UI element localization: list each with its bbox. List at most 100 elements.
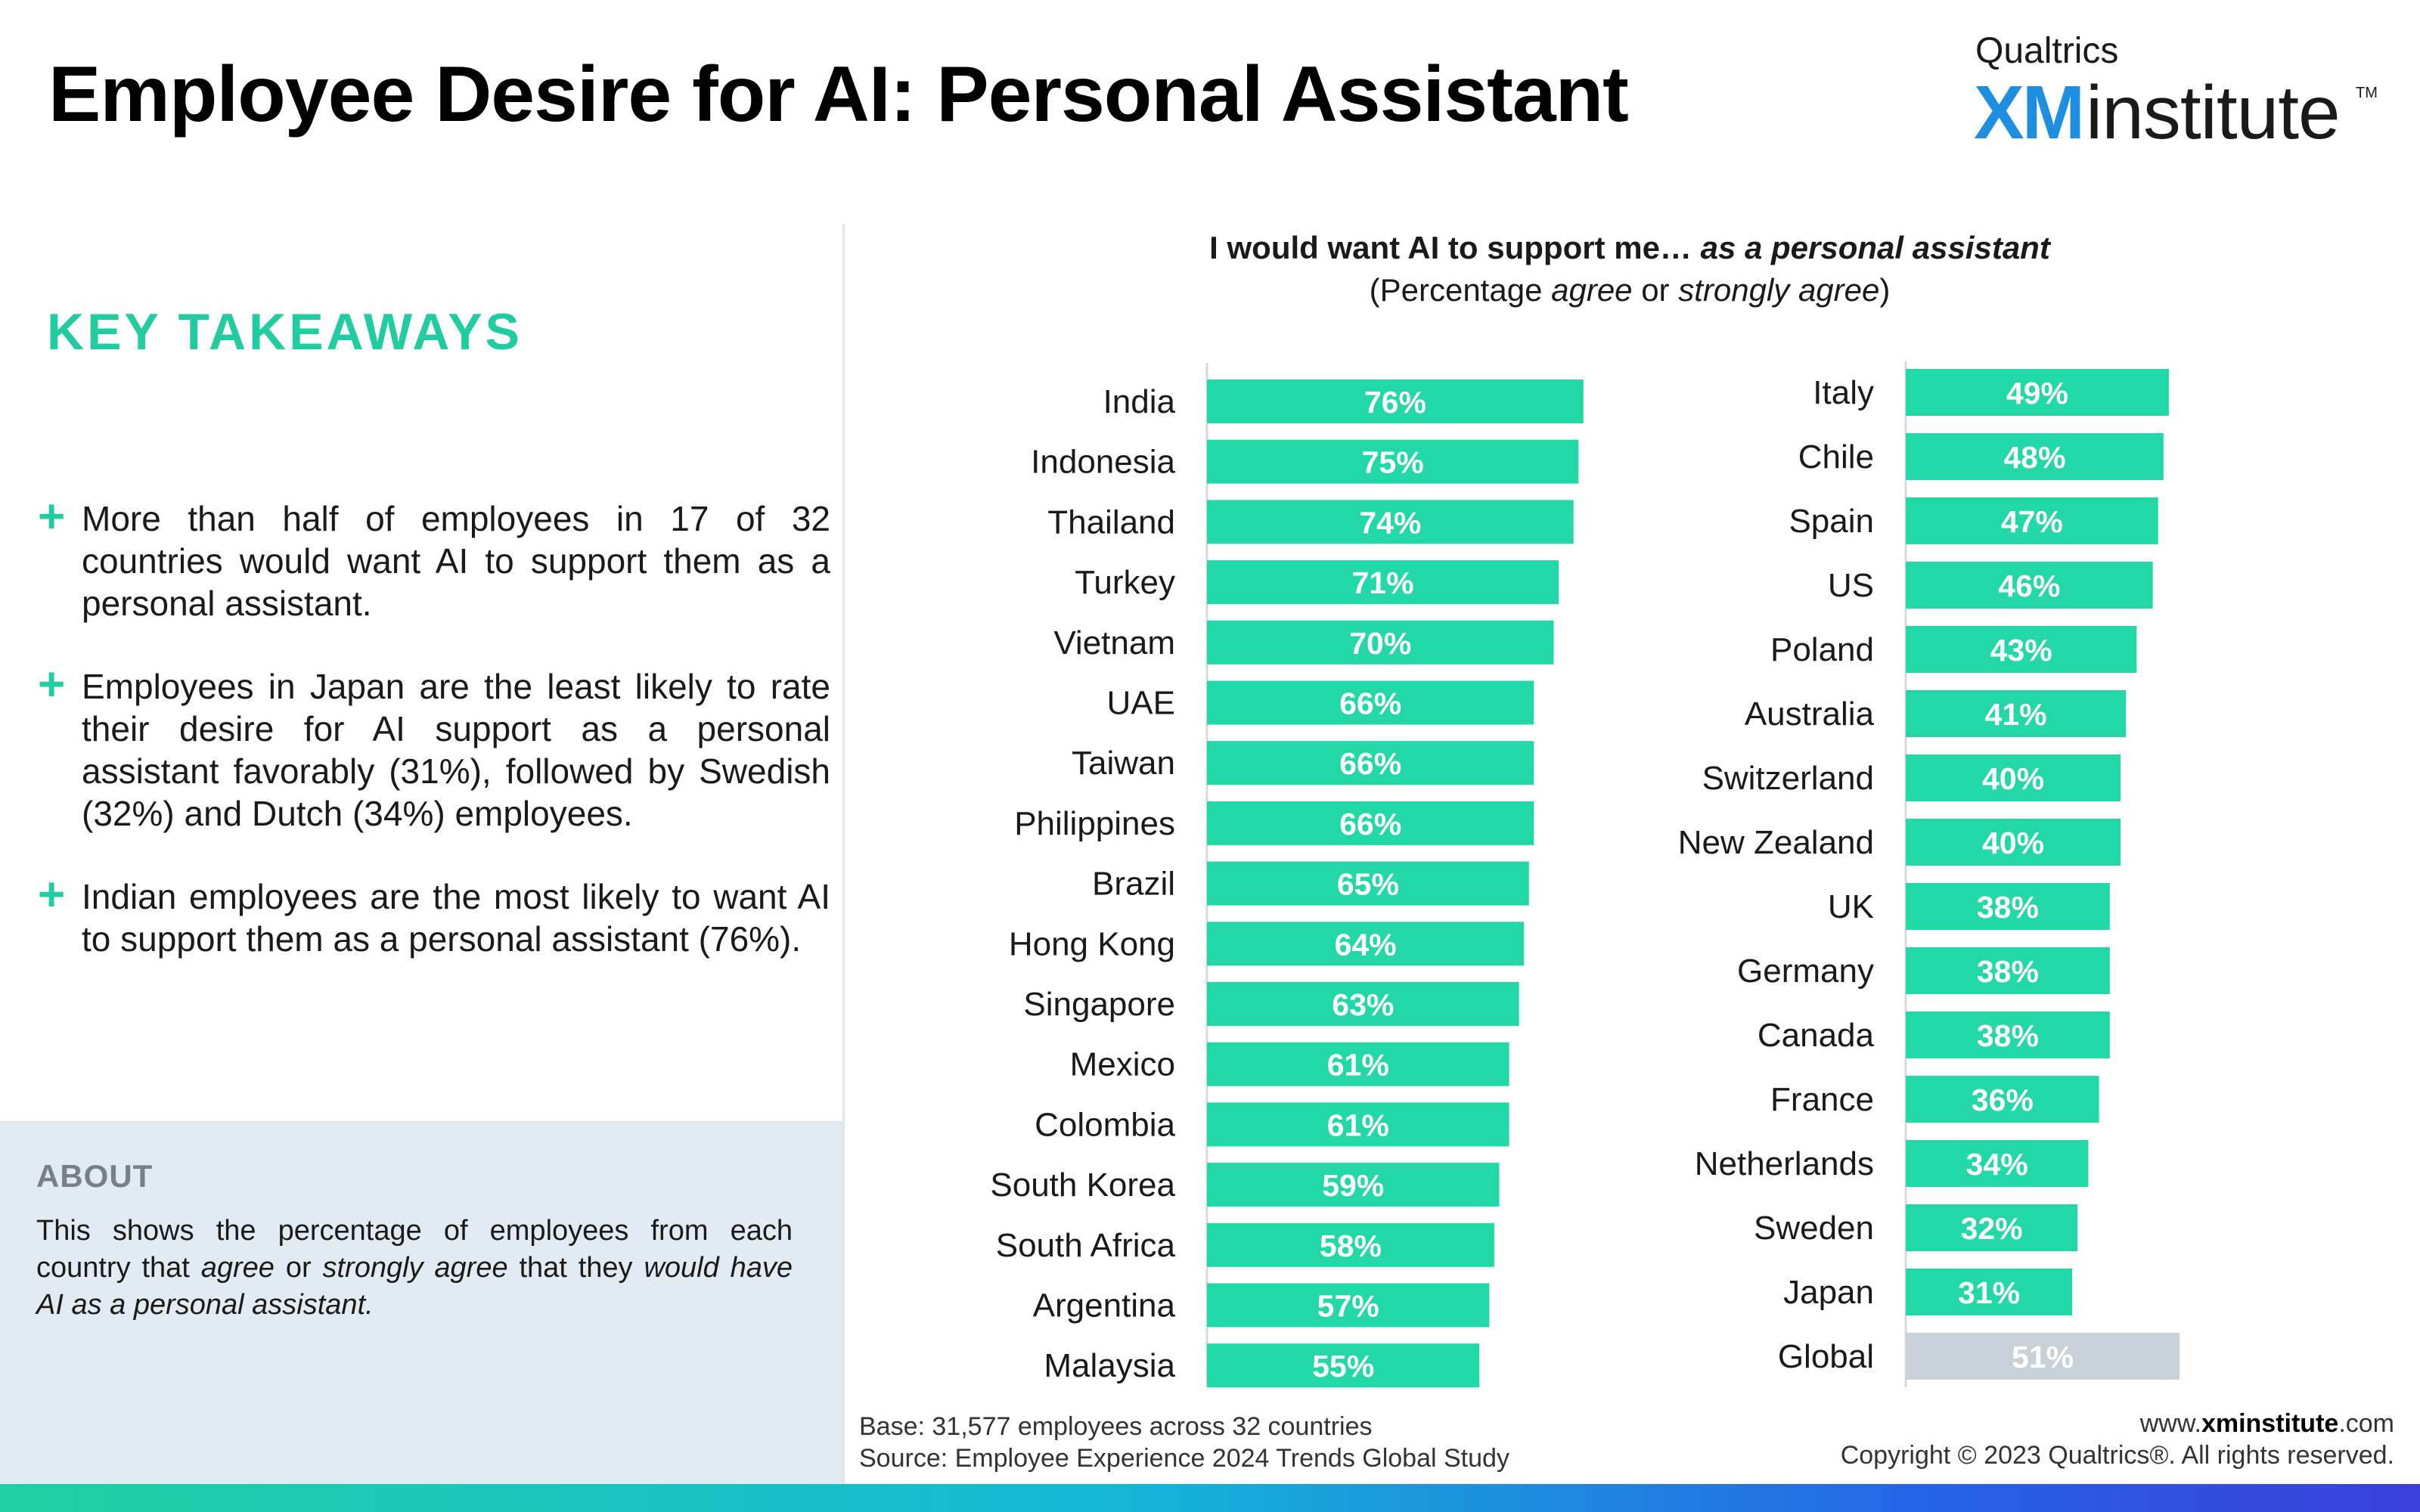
category-label: Spain bbox=[1789, 503, 1874, 540]
bar bbox=[1207, 560, 1559, 605]
data-label: 38% bbox=[1977, 954, 2039, 989]
bar bbox=[1207, 500, 1574, 544]
data-label: 34% bbox=[1966, 1147, 2028, 1182]
bar bbox=[1906, 754, 2121, 801]
data-label: 63% bbox=[1332, 987, 1394, 1022]
data-label: 38% bbox=[1977, 1018, 2039, 1053]
data-label: 76% bbox=[1364, 385, 1426, 420]
category-label: Argentina bbox=[1033, 1287, 1176, 1325]
data-label: 36% bbox=[1972, 1083, 2034, 1117]
data-label: 74% bbox=[1359, 505, 1421, 540]
data-label: 32% bbox=[1961, 1211, 2023, 1246]
logo-institute: institute bbox=[2086, 70, 2341, 155]
footer-url[interactable]: www.xminstitute.com bbox=[2139, 1409, 2394, 1438]
bar bbox=[1207, 620, 1554, 665]
bar bbox=[1207, 1042, 1509, 1086]
bar bbox=[1906, 1333, 2180, 1380]
bar bbox=[1906, 883, 2110, 930]
category-label: Thailand bbox=[1047, 503, 1175, 541]
category-label: Vietnam bbox=[1053, 624, 1175, 662]
bar bbox=[1207, 1222, 1494, 1267]
category-label: Italy bbox=[1813, 374, 1874, 411]
bar bbox=[1906, 1269, 2073, 1315]
logo-brand: Qualtrics bbox=[1975, 31, 2119, 71]
data-label: 75% bbox=[1362, 445, 1424, 480]
bar bbox=[1906, 1076, 2099, 1123]
category-label: Germany bbox=[1737, 953, 1874, 990]
bar bbox=[1906, 1012, 2110, 1058]
data-label: 66% bbox=[1339, 686, 1401, 721]
bar bbox=[1906, 626, 2137, 673]
category-label: Mexico bbox=[1070, 1046, 1175, 1083]
category-label: Poland bbox=[1770, 631, 1874, 668]
key-takeaways-heading: KEY TAKEAWAYS bbox=[47, 303, 523, 361]
category-label: Malaysia bbox=[1044, 1347, 1175, 1384]
bar bbox=[1207, 861, 1529, 906]
footer-source: Base: 31,577 employees across 32 countri… bbox=[859, 1411, 1509, 1474]
category-label: Singapore bbox=[1023, 986, 1175, 1023]
data-label: 61% bbox=[1327, 1048, 1389, 1083]
category-label: Switzerland bbox=[1702, 760, 1874, 797]
category-label: Australia bbox=[1745, 696, 1875, 733]
about-heading: ABOUT bbox=[36, 1158, 154, 1194]
bar bbox=[1906, 369, 2169, 416]
bar bbox=[1207, 1102, 1509, 1147]
data-label: 40% bbox=[1982, 826, 2044, 860]
data-label: 58% bbox=[1320, 1228, 1382, 1263]
category-label: Chile bbox=[1798, 438, 1874, 476]
chart-subtitle: (Percentage agree or strongly agree) bbox=[1369, 272, 1891, 308]
data-label: 48% bbox=[2003, 440, 2065, 475]
vertical-divider bbox=[842, 224, 845, 1484]
category-label: Taiwan bbox=[1072, 745, 1175, 782]
data-label: 66% bbox=[1339, 807, 1401, 841]
takeaways-panel bbox=[0, 227, 842, 1121]
category-label: US bbox=[1828, 567, 1874, 604]
category-label: Netherlands bbox=[1695, 1145, 1874, 1182]
takeaway-text: More than half of employees in 17 of 32 … bbox=[82, 499, 830, 623]
data-label: 66% bbox=[1339, 746, 1401, 781]
footer-copyright: www.xminstitute.com Copyright © 2023 Qua… bbox=[1841, 1408, 2394, 1471]
chart-title: I would want AI to support me… as a pers… bbox=[1209, 230, 2050, 265]
logo-xm: XM bbox=[1974, 70, 2085, 155]
category-label: Global bbox=[1778, 1338, 1874, 1375]
category-label: India bbox=[1103, 383, 1176, 420]
category-label: Colombia bbox=[1035, 1106, 1175, 1143]
category-label: UK bbox=[1828, 888, 1874, 925]
data-label: 61% bbox=[1327, 1108, 1389, 1142]
plus-icon: + bbox=[38, 491, 66, 543]
data-label: 70% bbox=[1349, 626, 1411, 661]
bar bbox=[1906, 947, 2110, 994]
category-label: UAE bbox=[1107, 685, 1175, 722]
data-label: 43% bbox=[1990, 633, 2052, 668]
data-label: 38% bbox=[1977, 890, 2039, 925]
category-label: Sweden bbox=[1754, 1210, 1874, 1247]
data-label: 57% bbox=[1317, 1289, 1379, 1324]
bar bbox=[1906, 819, 2121, 866]
copyright-text: Copyright © 2023 Qualtrics®. All rights … bbox=[1840, 1441, 2394, 1470]
bar bbox=[1207, 380, 1584, 423]
data-label: 49% bbox=[2006, 376, 2068, 411]
bar bbox=[1906, 433, 2164, 480]
category-label: Hong Kong bbox=[1009, 925, 1175, 962]
bar bbox=[1207, 1163, 1500, 1207]
bar bbox=[1207, 680, 1534, 725]
category-label: Japan bbox=[1783, 1274, 1874, 1311]
data-label: 55% bbox=[1312, 1349, 1374, 1383]
takeaway-text: Employees in Japan are the least likely … bbox=[82, 667, 830, 833]
category-label: New Zealand bbox=[1678, 824, 1874, 861]
data-label: 40% bbox=[1982, 761, 2044, 796]
category-label: Indonesia bbox=[1031, 444, 1175, 481]
data-label: 46% bbox=[1998, 569, 2060, 603]
category-label: Turkey bbox=[1075, 564, 1175, 601]
category-label: South Africa bbox=[996, 1227, 1176, 1264]
bar bbox=[1906, 1204, 2078, 1251]
category-label: France bbox=[1770, 1081, 1874, 1118]
footer-source-line: Source: Employee Experience 2024 Trends … bbox=[859, 1444, 1509, 1473]
data-label: 51% bbox=[2012, 1340, 2074, 1374]
plus-icon: + bbox=[38, 658, 66, 711]
brand-gradient-bar bbox=[0, 1484, 2420, 1512]
bar bbox=[1906, 562, 2153, 609]
data-label: 31% bbox=[1958, 1275, 2020, 1310]
bar bbox=[1207, 1283, 1490, 1328]
